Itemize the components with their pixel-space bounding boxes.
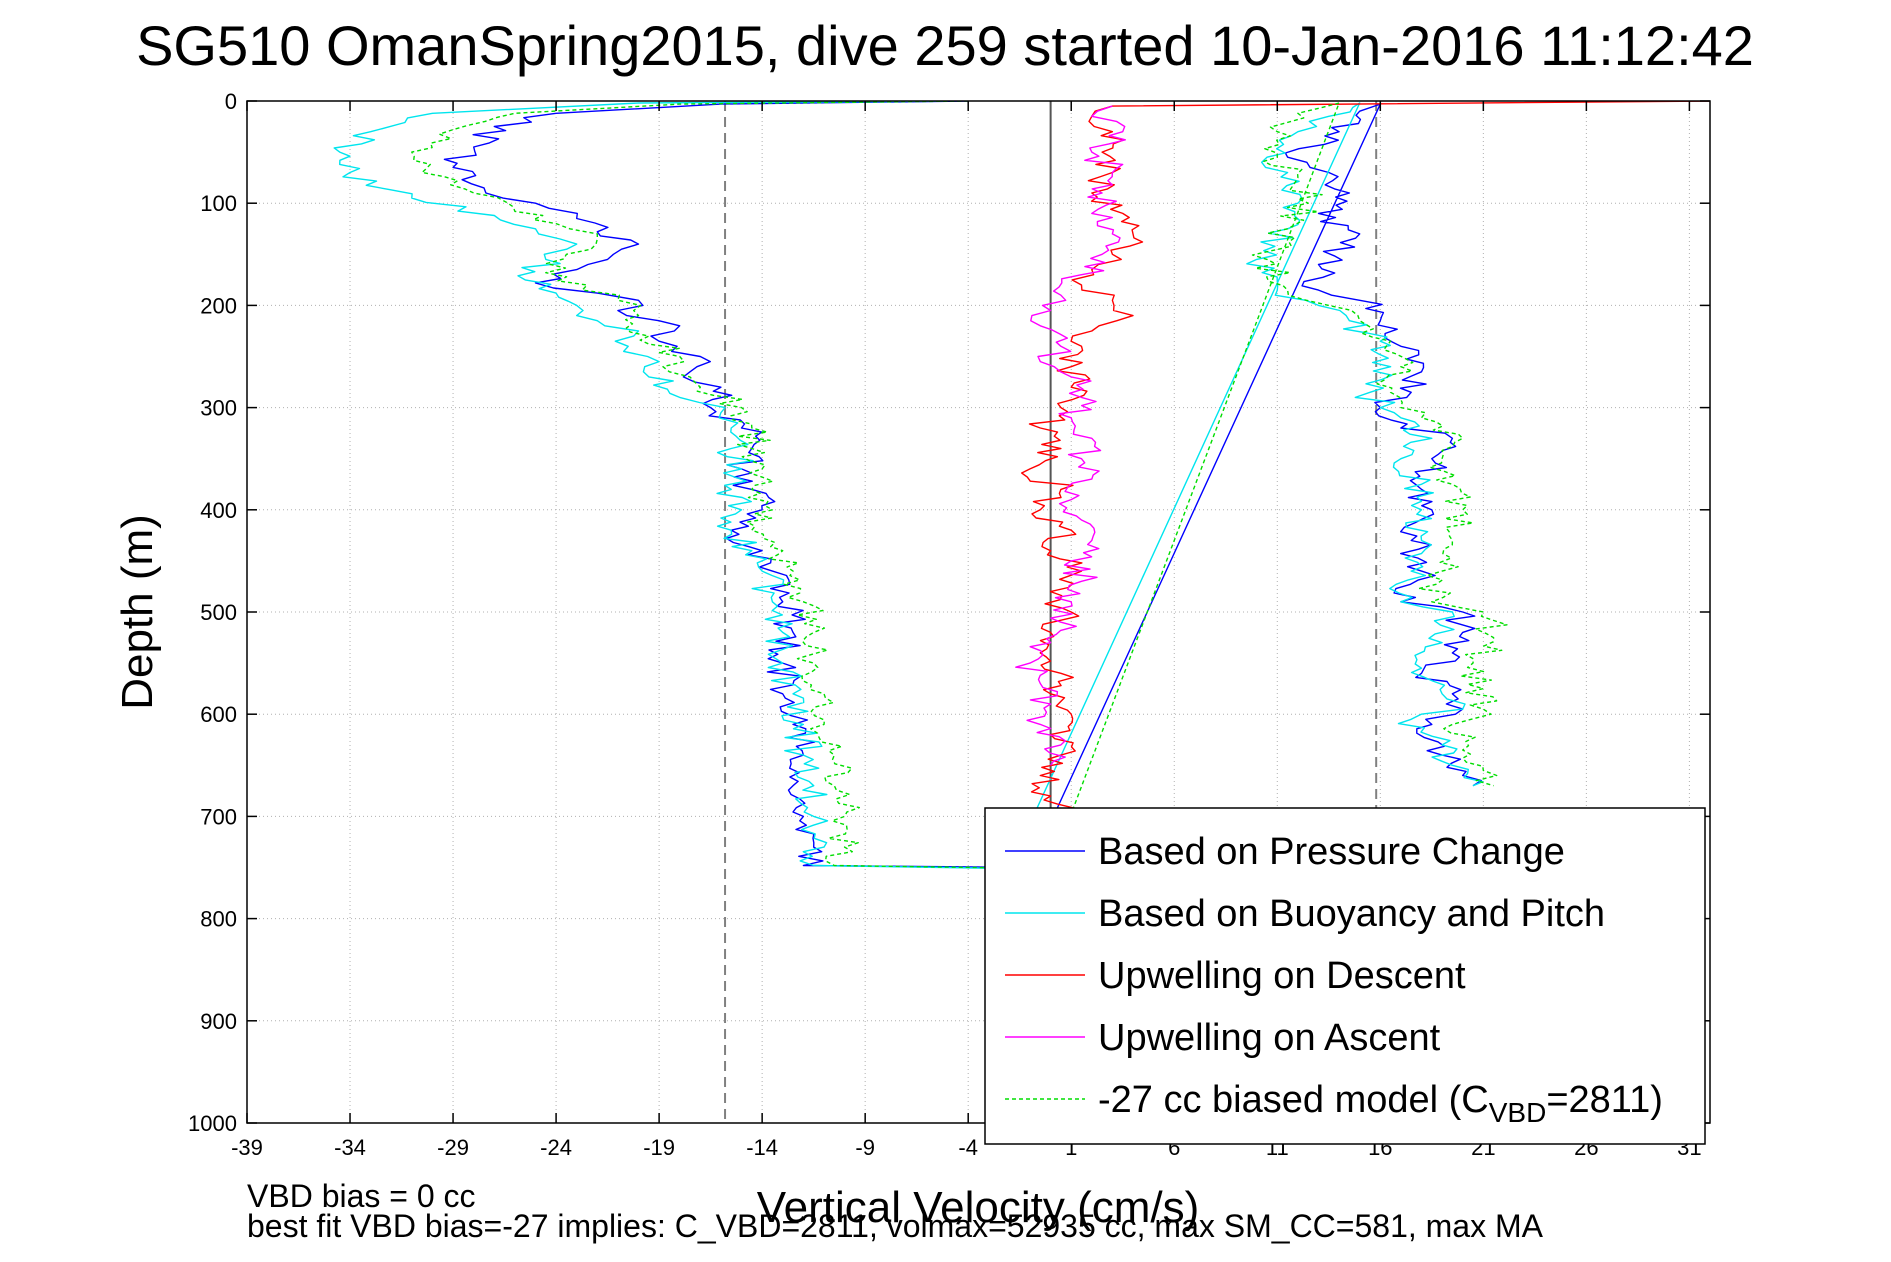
legend-label: Based on Buoyancy and Pitch: [1098, 893, 1605, 935]
series-group: [333, 101, 1710, 870]
y-tick-label: 0: [225, 89, 237, 114]
legend-label: -27 cc biased model (CVBD=2811): [1098, 1079, 1663, 1128]
x-tick-labels: -39 -34 -29 -24 -19 -14 -9 -4 1 6 11 16 21 26 31: [231, 101, 1702, 1160]
y-tick-label: 700: [200, 804, 237, 829]
legend-label: Upwelling on Descent: [1098, 955, 1466, 997]
footnote-vbd-bias: VBD bias = 0 cc: [247, 1178, 476, 1214]
series-line: [1021, 101, 1710, 817]
y-tick-label: 1000: [188, 1111, 237, 1136]
y-tick-label: 800: [200, 907, 237, 932]
y-tick-label: 100: [200, 191, 237, 216]
x-tick-label: -14: [746, 1135, 778, 1160]
x-tick-label: -29: [437, 1135, 469, 1160]
chart-title: SG510 OmanSpring2015, dive 259 started 1…: [136, 14, 1754, 77]
x-tick-label: -19: [643, 1135, 675, 1160]
x-axis-label: Vertical Velocity (cm/s): [757, 1183, 1200, 1232]
x-tick-label: -39: [231, 1135, 263, 1160]
series-line: [411, 101, 1508, 870]
x-tick-label: -4: [958, 1135, 978, 1160]
y-tick-label: 500: [200, 600, 237, 625]
legend: Based on Pressure Change Based on Buoyanc…: [984, 807, 1706, 1145]
series-line: [333, 101, 1484, 870]
y-tick-label: 900: [200, 1009, 237, 1034]
y-tick-label: 600: [200, 702, 237, 727]
x-tick-label: -9: [855, 1135, 875, 1160]
legend-box: [984, 807, 1706, 1145]
footnote-best-fit: best fit VBD bias=-27 implies: C_VBD=281…: [247, 1208, 1543, 1244]
x-tick-label: -34: [334, 1135, 366, 1160]
x-tick-label: -24: [540, 1135, 572, 1160]
y-tick-label: 300: [200, 396, 237, 421]
y-axis-label: Depth (m): [113, 514, 162, 710]
y-tick-label: 400: [200, 498, 237, 523]
series-line: [1015, 105, 1127, 766]
legend-label: Upwelling on Ascent: [1098, 1017, 1441, 1059]
y-tick-label: 200: [200, 293, 237, 318]
legend-label: Based on Pressure Change: [1098, 831, 1565, 873]
